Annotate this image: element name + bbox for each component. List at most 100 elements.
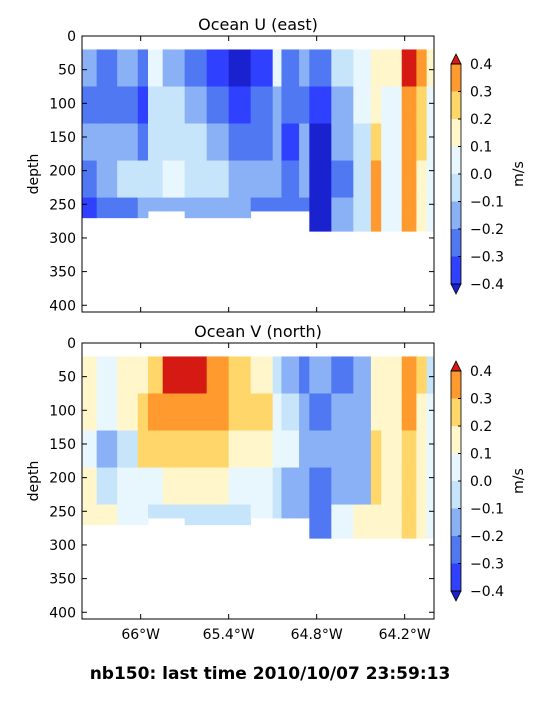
contour-cell bbox=[281, 356, 300, 394]
contour-cell bbox=[148, 197, 164, 212]
contour-cell bbox=[206, 160, 230, 198]
colorbar-segment bbox=[451, 453, 461, 482]
colorbar-tick-label: −0.2 bbox=[470, 529, 504, 545]
contour-cell bbox=[272, 49, 282, 87]
contour-cell bbox=[228, 49, 252, 87]
contour-cell bbox=[272, 467, 282, 505]
colorbar-segment bbox=[451, 91, 461, 120]
contour-cell bbox=[309, 160, 332, 198]
contour-cell bbox=[250, 197, 274, 212]
contour-cell bbox=[228, 123, 252, 161]
y-tick-label: 50 bbox=[58, 63, 76, 79]
colorbar-under-arrow bbox=[450, 283, 462, 295]
contour-cell bbox=[250, 49, 274, 87]
contour-cell bbox=[381, 393, 403, 431]
contour-cell bbox=[426, 197, 435, 232]
contour-cell bbox=[228, 504, 252, 526]
contour-cell bbox=[331, 467, 354, 505]
contour-cell bbox=[370, 49, 382, 87]
contour-cell bbox=[426, 49, 435, 87]
contour-cell bbox=[162, 393, 186, 431]
contour-cell bbox=[206, 197, 230, 219]
contour-cell bbox=[331, 430, 354, 468]
contour-cell bbox=[370, 123, 382, 161]
colorbar-segment bbox=[451, 119, 461, 147]
contour-cell bbox=[148, 504, 164, 519]
contour-cell bbox=[381, 86, 403, 124]
y-tick-label: 350 bbox=[49, 572, 76, 588]
contour-cell bbox=[117, 430, 139, 468]
contour-cell bbox=[228, 356, 252, 394]
contour-cell bbox=[117, 123, 139, 161]
contour-cell bbox=[96, 430, 118, 468]
colorbar-tick-label: −0.4 bbox=[470, 277, 504, 293]
chart-panel-1: Ocean U (east) 0 50 100 150 200 250 300 350 400 de… bbox=[26, 15, 527, 314]
contour-cell bbox=[206, 504, 230, 526]
contour-cell bbox=[370, 467, 382, 505]
contour-cell bbox=[272, 123, 282, 161]
contour-cell bbox=[281, 393, 300, 431]
contour-cell bbox=[82, 356, 98, 394]
contour-cell bbox=[309, 123, 332, 161]
contour-cell bbox=[206, 356, 230, 394]
contour-cell bbox=[184, 197, 208, 219]
contour-cell bbox=[426, 160, 435, 198]
colorbar-tick-label: 0.1 bbox=[470, 140, 492, 156]
plot-frame bbox=[81, 342, 435, 620]
contour-cell bbox=[426, 504, 435, 539]
y-tick-label: 250 bbox=[49, 504, 76, 520]
contour-cell bbox=[370, 504, 382, 539]
contour-cell bbox=[272, 504, 282, 519]
y-tick-label: 150 bbox=[49, 130, 76, 146]
y-tick-label: 200 bbox=[49, 164, 76, 180]
contour-cell bbox=[117, 356, 139, 394]
colorbar-tick-label: −0.4 bbox=[470, 584, 504, 600]
y-tick-label: 400 bbox=[49, 605, 76, 621]
contour-cell bbox=[281, 504, 300, 519]
colorbar-tick-label: 0.3 bbox=[470, 392, 492, 408]
colorbar-tick-label: 0.3 bbox=[470, 85, 492, 101]
contour-cell bbox=[96, 504, 118, 526]
contour-cell bbox=[381, 504, 403, 539]
contour-cell bbox=[96, 197, 118, 219]
contour-cell bbox=[82, 197, 98, 219]
colorbar-segment bbox=[451, 536, 461, 564]
colorbar-segment bbox=[451, 64, 461, 92]
x-tick-label: 66°W bbox=[121, 627, 160, 643]
contour-cell bbox=[96, 123, 118, 161]
contour-cell bbox=[299, 504, 310, 519]
y-tick-label: 100 bbox=[49, 403, 76, 419]
contour-cell bbox=[309, 49, 332, 87]
colorbar-tick-label: 0.0 bbox=[470, 474, 492, 490]
colorbar-segment bbox=[451, 481, 461, 509]
y-tick-label: 150 bbox=[49, 437, 76, 453]
contour-cell bbox=[250, 467, 274, 505]
contour-cell bbox=[137, 123, 149, 161]
colorbar-over-arrow bbox=[450, 53, 462, 65]
contour-cell bbox=[299, 86, 310, 124]
contour-cell bbox=[250, 356, 274, 394]
contour-cell bbox=[162, 160, 186, 198]
contour-cell bbox=[82, 160, 98, 198]
contour-cell bbox=[206, 393, 230, 431]
contour-cell bbox=[353, 86, 372, 124]
contour-cell bbox=[206, 430, 230, 468]
contour-cell bbox=[416, 86, 428, 124]
contour-cell bbox=[416, 504, 428, 539]
contour-cell bbox=[353, 430, 372, 468]
contour-cell bbox=[299, 356, 310, 394]
y-tick-label: 200 bbox=[49, 471, 76, 487]
colorbar-segment bbox=[451, 146, 461, 175]
contour-cell bbox=[401, 160, 417, 198]
colorbar-over-arrow bbox=[450, 360, 462, 372]
contour-cell bbox=[370, 430, 382, 468]
contour-cell bbox=[184, 86, 208, 124]
contour-cell bbox=[370, 160, 382, 198]
colorbar-tick-label: −0.3 bbox=[470, 557, 504, 573]
y-tick-label: 300 bbox=[49, 231, 76, 247]
contour-cell bbox=[82, 393, 98, 431]
contour-cell bbox=[162, 123, 186, 161]
contour-cell bbox=[401, 467, 417, 505]
contour-cell bbox=[331, 49, 354, 87]
